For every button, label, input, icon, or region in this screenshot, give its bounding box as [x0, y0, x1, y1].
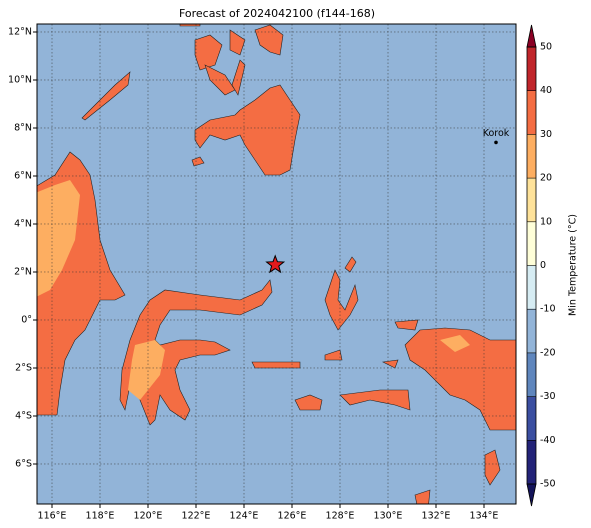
- mindanao: [194, 84, 301, 176]
- colorbar-tick-label: 20: [540, 173, 552, 184]
- station-dot: [494, 140, 498, 145]
- colorbar-tick-label: -30: [540, 391, 556, 402]
- y-tick-label: 8°N: [14, 122, 32, 133]
- colorbar-bin: [527, 47, 536, 91]
- station-label: Korok: [483, 128, 510, 139]
- island: [179, 24, 201, 27]
- colorbar-tick-label: -20: [540, 347, 556, 358]
- x-tick-label: 124°E: [230, 511, 259, 522]
- map-frame: [36, 23, 517, 505]
- warm-area: [128, 340, 165, 400]
- grid-layer: [37, 24, 516, 504]
- colorbar-bin: [527, 178, 536, 222]
- colorbar-tick-label: -10: [540, 304, 556, 315]
- colorbar-bin: [527, 396, 536, 441]
- x-tick-label: 134°E: [470, 511, 499, 522]
- island: [414, 489, 431, 504]
- island: [194, 34, 223, 71]
- island: [344, 256, 357, 273]
- colorbar-bin: [527, 134, 536, 179]
- land-layer: [37, 24, 516, 504]
- island: [381, 359, 399, 369]
- y-tick-label: 6°N: [14, 170, 32, 181]
- island: [231, 59, 246, 96]
- y-tick-label: 4°N: [14, 218, 32, 229]
- x-tick-label: 122°E: [182, 511, 211, 522]
- warm-area: [440, 335, 470, 352]
- title: Forecast of 2024042100 (f144-168): [179, 7, 375, 20]
- colorbar-bin: [527, 440, 536, 484]
- colorbar-tick-label: 50: [540, 42, 552, 53]
- y-tick-label: 10°N: [8, 74, 32, 85]
- x-tick-label: 118°E: [86, 511, 115, 522]
- colorbar-bin: [527, 352, 536, 397]
- colorbar-bin: [527, 221, 536, 266]
- island: [254, 24, 284, 56]
- colorbar-tick-label: 10: [540, 216, 552, 227]
- island: [191, 156, 205, 167]
- y-tick-label: 12°N: [8, 26, 32, 37]
- island: [394, 319, 419, 331]
- island: [229, 29, 246, 56]
- island: [484, 449, 501, 486]
- island: [324, 349, 343, 361]
- x-tick-label: 120°E: [134, 511, 163, 522]
- x-tick-label: 116°E: [38, 511, 67, 522]
- colorbar-tick-label: 40: [540, 85, 552, 96]
- x-tick-label: 126°E: [278, 511, 307, 522]
- halmahera: [324, 269, 359, 331]
- colorbar-tick-label: -50: [540, 479, 556, 490]
- y-tick-label: 2°N: [14, 266, 32, 277]
- warm-area: [37, 180, 80, 297]
- seram: [339, 389, 411, 411]
- x-tick-label: 128°E: [326, 511, 355, 522]
- x-tick-label: 132°E: [422, 511, 451, 522]
- y-tick-label: 4°S: [15, 410, 32, 421]
- new-guinea: [404, 327, 516, 431]
- buru: [294, 394, 323, 411]
- colorbar-tick-label: 0: [540, 260, 546, 271]
- palawan: [81, 71, 131, 121]
- colorbar-bin: [527, 90, 536, 135]
- colorbar-tick-label: 30: [540, 129, 552, 140]
- colorbar-label: Min Temperature (°C): [568, 214, 579, 316]
- colorbar-tick-label: -40: [540, 435, 556, 446]
- center-star: [265, 254, 286, 274]
- y-tick-label: 0°: [21, 314, 32, 325]
- colorbar-extend: [526, 24, 537, 48]
- colorbar-bin: [527, 309, 536, 353]
- y-tick-label: 6°S: [15, 458, 32, 469]
- x-tick-label: 130°E: [374, 511, 403, 522]
- colorbar-bin: [527, 265, 536, 310]
- sula: [251, 361, 301, 369]
- colorbar-extend: [526, 483, 537, 507]
- y-tick-label: 2°S: [15, 362, 32, 373]
